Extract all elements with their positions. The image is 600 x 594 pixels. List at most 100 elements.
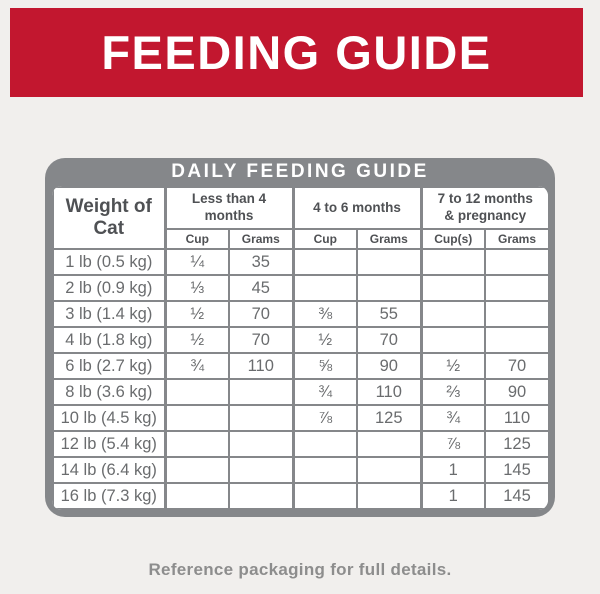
footer-note: Reference packaging for full details. <box>148 560 452 579</box>
value-cell <box>355 456 423 484</box>
value-cell <box>291 430 358 458</box>
value-cell: 110 <box>228 352 294 380</box>
weight-cell: 6 lb (2.7 kg) <box>52 352 166 380</box>
value-cell <box>228 404 294 432</box>
value-cell: ½ <box>163 300 230 328</box>
value-cell <box>419 326 487 354</box>
feeding-table-body: 1 lb (0.5 kg) ¼ 35 2 lb (0.9 kg) ⅓ 45 3 lb (1.… <box>52 248 548 510</box>
table-row: 14 lb (6.4 kg) 1 145 <box>52 456 548 484</box>
group-header-less-than-4-months: Less than 4 months <box>163 186 294 230</box>
group-header-row: Weight of Cat Less than 4 months 4 to 6 … <box>52 186 548 250</box>
value-cell: 70 <box>484 352 548 380</box>
sub-header-cups-3: Cup(s) <box>419 228 487 250</box>
value-cell <box>163 378 230 406</box>
value-cell <box>228 378 294 406</box>
value-cell: 145 <box>484 482 548 510</box>
sub-header-cup-1: Cup <box>163 228 230 250</box>
sub-header-grams-2: Grams <box>355 228 423 250</box>
value-cell: ½ <box>291 326 358 354</box>
value-cell <box>291 456 358 484</box>
value-cell: ½ <box>419 352 487 380</box>
value-cell: ¾ <box>291 378 358 406</box>
sub-header-grams-1: Grams <box>228 228 294 250</box>
value-cell: 110 <box>355 378 423 406</box>
value-cell: 70 <box>355 326 423 354</box>
value-cell: 45 <box>228 274 294 302</box>
value-cell: 125 <box>355 404 423 432</box>
table-row: 3 lb (1.4 kg) ½ 70 ⅜ 55 <box>52 300 548 328</box>
value-cell <box>355 430 423 458</box>
value-cell <box>291 482 358 510</box>
value-cell <box>484 274 548 302</box>
value-cell: ¼ <box>163 248 230 276</box>
value-cell <box>419 274 487 302</box>
value-cell: ¾ <box>163 352 230 380</box>
weight-cell: 2 lb (0.9 kg) <box>52 274 166 302</box>
value-cell: 1 <box>419 456 487 484</box>
table-row: 8 lb (3.6 kg) ¾ 110 ⅔ 90 <box>52 378 548 406</box>
value-cell <box>163 430 230 458</box>
value-cell <box>228 456 294 484</box>
value-cell: 110 <box>484 404 548 432</box>
table-row: 2 lb (0.9 kg) ⅓ 45 <box>52 274 548 302</box>
weight-cell: 1 lb (0.5 kg) <box>52 248 166 276</box>
value-cell: 35 <box>228 248 294 276</box>
value-cell: ⅜ <box>291 300 358 328</box>
value-cell <box>484 248 548 276</box>
weight-cell: 10 lb (4.5 kg) <box>52 404 166 432</box>
value-cell: 70 <box>228 326 294 354</box>
value-cell <box>484 326 548 354</box>
value-cell <box>163 456 230 484</box>
table-row: 16 lb (7.3 kg) 1 145 <box>52 482 548 510</box>
value-cell: ¾ <box>419 404 487 432</box>
banner-title: FEEDING GUIDE <box>101 26 492 79</box>
weight-cell: 4 lb (1.8 kg) <box>52 326 166 354</box>
weight-cell: 14 lb (6.4 kg) <box>52 456 166 484</box>
value-cell <box>355 248 423 276</box>
value-cell: ⅔ <box>419 378 487 406</box>
daily-feeding-guide-panel: DAILY FEEDING GUIDE Weight of Cat Less t… <box>45 158 555 517</box>
value-cell: ⅓ <box>163 274 230 302</box>
table-row: 1 lb (0.5 kg) ¼ 35 <box>52 248 548 276</box>
value-cell <box>484 300 548 328</box>
value-cell: ½ <box>163 326 230 354</box>
value-cell: ⅞ <box>291 404 358 432</box>
weight-cell: 3 lb (1.4 kg) <box>52 300 166 328</box>
value-cell: ⅞ <box>419 430 487 458</box>
value-cell: 90 <box>484 378 548 406</box>
value-cell <box>355 482 423 510</box>
value-cell: 55 <box>355 300 423 328</box>
weight-cell: 8 lb (3.6 kg) <box>52 378 166 406</box>
feeding-table: Weight of Cat Less than 4 months 4 to 6 … <box>52 186 548 510</box>
table-row: 10 lb (4.5 kg) ⅞ 125 ¾ 110 <box>52 404 548 432</box>
feeding-guide-banner: FEEDING GUIDE <box>10 8 583 97</box>
table-inner: Weight of Cat Less than 4 months 4 to 6 … <box>52 186 548 510</box>
table-row: 12 lb (5.4 kg) ⅞ 125 <box>52 430 548 458</box>
value-cell <box>163 482 230 510</box>
value-cell <box>228 430 294 458</box>
value-cell: 125 <box>484 430 548 458</box>
group-header-4-to-6-months: 4 to 6 months <box>291 186 423 230</box>
value-cell <box>419 248 487 276</box>
table-row: 4 lb (1.8 kg) ½ 70 ½ 70 <box>52 326 548 354</box>
weight-cell: 12 lb (5.4 kg) <box>52 430 166 458</box>
value-cell <box>355 274 423 302</box>
group-header-7-to-12-months-pregnancy: 7 to 12 months & pregnancy <box>419 186 548 230</box>
value-cell: 70 <box>228 300 294 328</box>
weight-of-cat-header: Weight of Cat <box>52 186 166 250</box>
value-cell: 145 <box>484 456 548 484</box>
table-title: DAILY FEEDING GUIDE <box>171 161 429 182</box>
sub-header-grams-3: Grams <box>484 228 548 250</box>
sub-header-row: Cup Grams Cup Grams Cup(s) Grams <box>53 228 548 250</box>
value-cell <box>291 248 358 276</box>
value-cell <box>419 300 487 328</box>
value-cell: 90 <box>355 352 423 380</box>
value-cell <box>291 274 358 302</box>
sub-header-cup-2: Cup <box>291 228 358 250</box>
table-row: 6 lb (2.7 kg) ¾ 110 ⅝ 90 ½ 70 <box>52 352 548 380</box>
value-cell <box>228 482 294 510</box>
value-cell: ⅝ <box>291 352 358 380</box>
value-cell: 1 <box>419 482 487 510</box>
value-cell <box>163 404 230 432</box>
